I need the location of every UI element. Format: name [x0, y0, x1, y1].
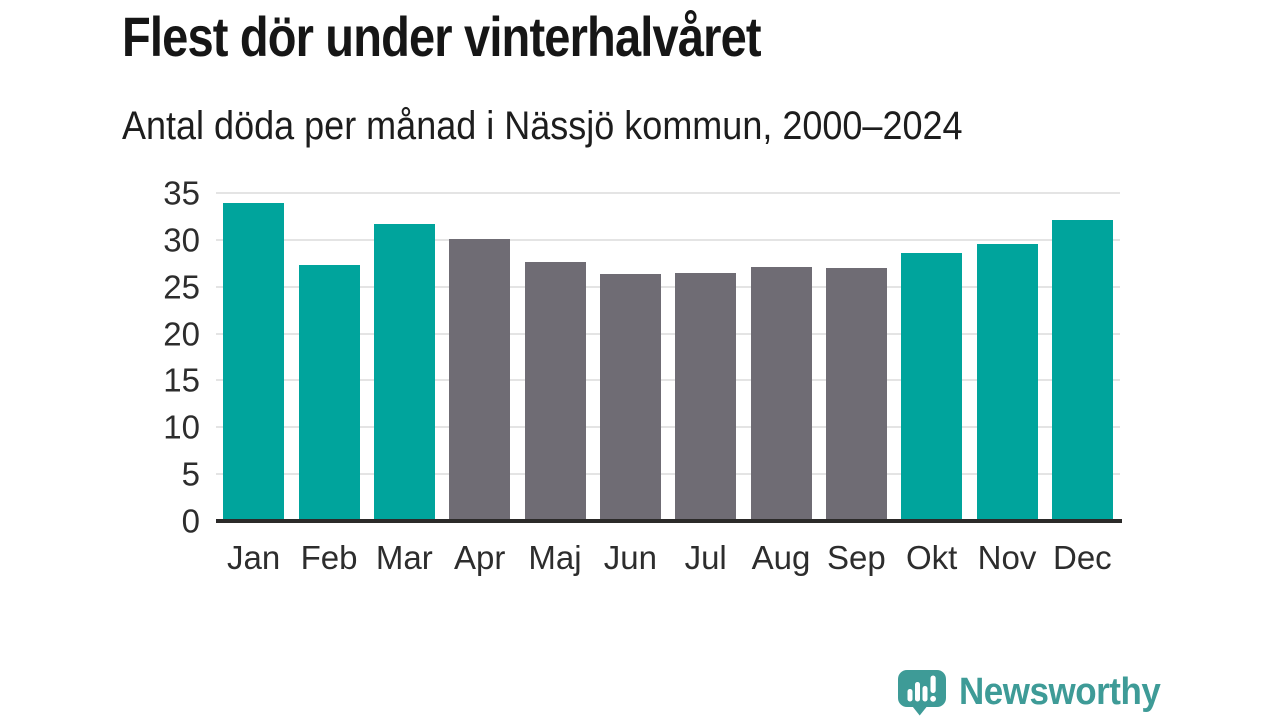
x-tick-label-nov: Nov [977, 539, 1037, 576]
gridline-15 [216, 379, 1120, 382]
bar-jul [675, 272, 737, 521]
x-tick-label-jan: Jan [227, 539, 281, 576]
chart-subtitle: Antal döda per månad i Nässjö kommun, 20… [122, 104, 963, 148]
bar-sep [825, 267, 887, 521]
bar-maj [524, 262, 586, 521]
y-tick-label-10: 10 [163, 408, 200, 446]
gridline-35 [216, 192, 1120, 194]
y-tick-label-30: 30 [163, 221, 200, 259]
gridline-10 [216, 426, 1120, 429]
gridline-5 [216, 473, 1120, 476]
bar-okt [901, 252, 963, 521]
x-axis-line [216, 519, 1122, 523]
gridline-20 [216, 332, 1120, 335]
y-tick-label-0: 0 [181, 502, 200, 540]
x-tick-label-apr: Apr [453, 539, 506, 576]
x-tick-label-jul: Jul [684, 539, 727, 576]
gridline-25 [216, 285, 1120, 288]
x-tick-label-jun: Jun [603, 539, 657, 576]
bar-dec [1051, 220, 1113, 521]
bar-mar [373, 223, 435, 521]
bar-jan [223, 203, 285, 521]
brand-name: Newsworthy [959, 671, 1161, 713]
bar-jun [599, 273, 661, 521]
bar-aug [750, 267, 812, 521]
newsworthy-logo-icon [898, 670, 946, 716]
x-tick-label-okt: Okt [905, 539, 958, 576]
y-tick-label-5: 5 [181, 455, 200, 493]
y-tick-label-15: 15 [163, 361, 200, 399]
plot-area [216, 192, 1122, 523]
x-tick-label-dec: Dec [1052, 539, 1112, 576]
bar-feb [298, 265, 360, 521]
chart-title: Flest dör under vinterhalvåret [122, 5, 762, 68]
y-axis: 0 5 10 15 20 25 30 35 [90, 177, 200, 538]
x-axis: Jan Feb Mar Apr Maj Jun Jul Aug Sep Okt Nov Dec [216, 538, 1120, 586]
bar-apr [449, 238, 511, 521]
bar-nov [976, 243, 1038, 521]
x-tick-label-mar: Mar [375, 539, 433, 576]
x-tick-label-sep: Sep [826, 539, 886, 576]
x-tick-label-maj: Maj [528, 539, 582, 576]
y-tick-label-20: 20 [163, 315, 200, 353]
x-tick-label-aug: Aug [751, 539, 811, 576]
y-tick-label-25: 25 [163, 268, 200, 306]
y-tick-label-35: 35 [163, 174, 200, 212]
x-tick-label-feb: Feb [300, 539, 358, 576]
brand-footer: Newsworthy [897, 669, 1178, 716]
gridline-30 [216, 238, 1120, 241]
